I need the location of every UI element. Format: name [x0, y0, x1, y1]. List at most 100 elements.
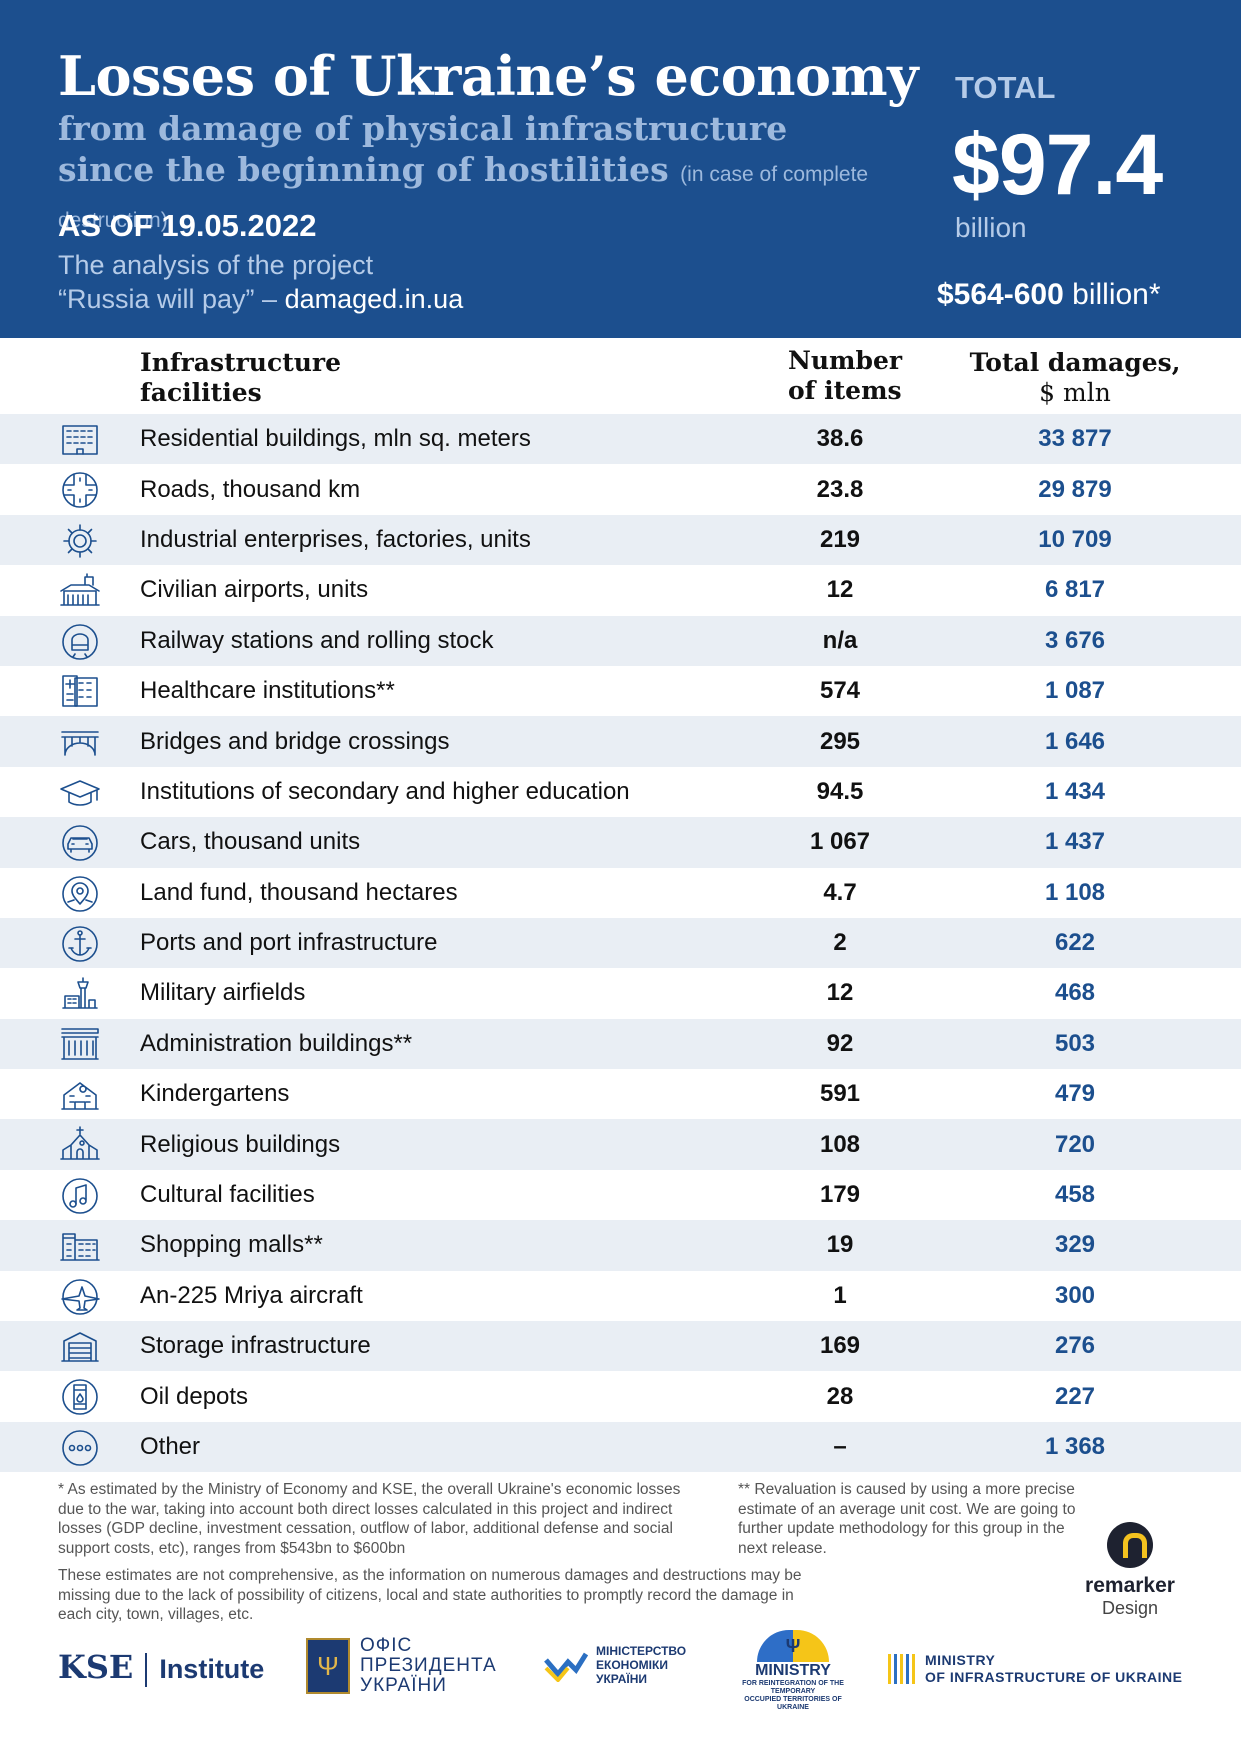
total-damages: 276	[1054, 1332, 1096, 1360]
total-value: $97.4	[952, 117, 1163, 213]
footnote-disclaimer: These estimates are not comprehensive, a…	[58, 1567, 802, 1623]
facility-name: Cars, thousand units	[140, 828, 361, 856]
table-row: Railway stations and rolling stock n/a 3 6…	[0, 615, 1241, 666]
table-row: Cultural facilities 179 458	[0, 1169, 1241, 1221]
facility-name: Healthcare institutions**	[140, 677, 395, 705]
number-of-items: 2	[833, 929, 847, 957]
table-row: Land fund, thousand hectares 4.7 1 108	[0, 867, 1241, 918]
total-damages: 479	[1054, 1080, 1096, 1108]
church-icon	[59, 1124, 101, 1164]
total-damages: 29 879	[1038, 475, 1112, 503]
total-damages: 622	[1054, 929, 1096, 957]
hospital-icon	[59, 671, 101, 711]
facility-name: Storage infrastructure	[140, 1332, 371, 1360]
opu-line-1: ОФІС	[360, 1635, 413, 1656]
mrot-line-2: OCCUPIED TERRITORIES OF UKRAINE	[744, 1696, 842, 1711]
location-pin-icon	[59, 873, 101, 913]
table-row: Healthcare institutions** 574 1 087	[0, 665, 1241, 717]
facility-name: Railway stations and rolling stock	[140, 626, 494, 654]
facility-name: Roads, thousand km	[140, 475, 361, 503]
moe-line-3: УКРАЇНИ	[596, 1672, 648, 1686]
analysis-line-1: The analysis of the project	[58, 250, 374, 280]
facility-name: Kindergartens	[140, 1080, 290, 1108]
mrot-line-1: FOR REINTEGRATION OF THE TEMPORARY	[742, 1680, 844, 1695]
table-row: Civilian airports, units 12 6 817	[0, 565, 1241, 616]
opu-line-3: УКРАЇНИ	[360, 1675, 447, 1696]
number-of-items: 219	[819, 525, 861, 553]
column-header-facilities: Infrastructure facilities	[140, 348, 341, 408]
number-of-items: 92	[826, 1029, 854, 1057]
shopping-mall-icon	[59, 1225, 101, 1265]
facility-name: Religious buildings	[140, 1130, 341, 1158]
music-note-icon	[59, 1175, 101, 1215]
table-row: Shopping malls** 19 329	[0, 1220, 1241, 1271]
table-header: Infrastructure facilities Number of item…	[0, 346, 1241, 414]
number-of-items: 4.7	[823, 878, 857, 906]
column-header-damages-line-1: Total damages,	[969, 348, 1181, 377]
kse-institute-label: Institute	[159, 1654, 265, 1684]
number-of-items: 12	[826, 979, 854, 1007]
more-dots-icon	[59, 1427, 101, 1467]
facility-name: Military airfields	[140, 979, 306, 1007]
project-site-link[interactable]: damaged.in.ua	[284, 284, 464, 314]
total-damages: 458	[1054, 1181, 1096, 1209]
project-name: “Russia will pay” –	[58, 284, 278, 314]
warehouse-icon	[59, 1326, 101, 1366]
analysis-source: The analysis of the project “Russia will…	[58, 248, 658, 316]
oil-barrel-icon	[59, 1376, 101, 1416]
table-row: Ports and port infrastructure 2 622	[0, 917, 1241, 969]
total-label: TOTAL	[955, 70, 1056, 105]
number-of-items: 1	[833, 1281, 847, 1309]
kse-divider	[145, 1652, 148, 1687]
ministry-of-economy-logo: МІНІСТЕРСТВО ЕКОНОМІКИ УКРАЇНИ	[544, 1644, 686, 1686]
office-of-president-logo: Ψ ОФІС ПРЕЗИДЕНТА УКРАЇНИ	[306, 1636, 497, 1696]
damages-table: Residential buildings, mln sq. meters 38.…	[0, 414, 1241, 1473]
analysis-line-2: “Russia will pay” – damaged.in.ua	[58, 282, 658, 316]
road-intersection-icon	[59, 469, 101, 509]
airport-icon	[59, 570, 101, 610]
anchor-icon	[59, 923, 101, 963]
facility-name: Land fund, thousand hectares	[140, 878, 458, 906]
ministry-of-reintegration-logo: MINISTRY FOR REINTEGRATION OF THE TEMPOR…	[728, 1630, 858, 1712]
number-of-items: 179	[819, 1181, 861, 1209]
column-header-number-line-2: of items	[788, 376, 902, 405]
table-row: Storage infrastructure 169 276	[0, 1321, 1241, 1372]
table-row: Other – 1 368	[0, 1421, 1241, 1473]
remarker-design-label: Design	[1101, 1598, 1159, 1618]
table-row: Cars, thousand units 1 067 1 437	[0, 817, 1241, 868]
total-damages: 6 817	[1044, 576, 1106, 604]
car-icon	[59, 822, 101, 862]
number-of-items: 169	[819, 1332, 861, 1360]
mrot-title: MINISTRY	[755, 1662, 831, 1679]
column-header-damages-line-2: $ mln	[1039, 378, 1111, 407]
number-of-items: 19	[826, 1231, 854, 1259]
opu-line-2: ПРЕЗИДЕНТА	[360, 1655, 497, 1676]
residential-building-icon	[59, 419, 101, 459]
number-of-items: 28	[826, 1382, 854, 1410]
overall-losses-range: $564-600 billion*	[937, 278, 1161, 312]
table-row: Administration buildings** 92 503	[0, 1018, 1241, 1070]
number-of-items: 108	[819, 1130, 861, 1158]
number-of-items: n/a	[822, 626, 858, 654]
remarker-brand: remarker	[1085, 1574, 1175, 1597]
train-icon	[59, 621, 101, 661]
footnote-overall-estimate: * As estimated by the Ministry of Econom…	[58, 1481, 681, 1557]
number-of-items: 23.8	[816, 475, 864, 503]
subtitle-text: from damage of physical infrastructure s…	[58, 109, 788, 189]
table-row: Religious buildings 108 720	[0, 1119, 1241, 1170]
header-banner: Losses of Ukraine’s economy from damage …	[0, 0, 1241, 338]
kindergarten-icon	[59, 1074, 101, 1114]
total-damages: 1 087	[1044, 677, 1106, 705]
color-bars-icon	[888, 1654, 915, 1684]
total-damages: 10 709	[1038, 525, 1112, 553]
table-row: An-225 Mriya aircraft 1 300	[0, 1270, 1241, 1322]
table-row: Bridges and bridge crossings 295 1 646	[0, 716, 1241, 767]
facility-name: Industrial enterprises, factories, units	[140, 525, 531, 553]
range-unit: billion*	[1072, 278, 1161, 311]
control-tower-icon	[59, 973, 101, 1013]
total-damages: 300	[1054, 1281, 1096, 1309]
moe-line-2: ЕКОНОМІКИ	[596, 1658, 668, 1672]
column-header-facilities-line-2: facilities	[140, 378, 262, 407]
total-damages: 3 676	[1044, 626, 1106, 654]
facility-name: Oil depots	[140, 1382, 249, 1410]
